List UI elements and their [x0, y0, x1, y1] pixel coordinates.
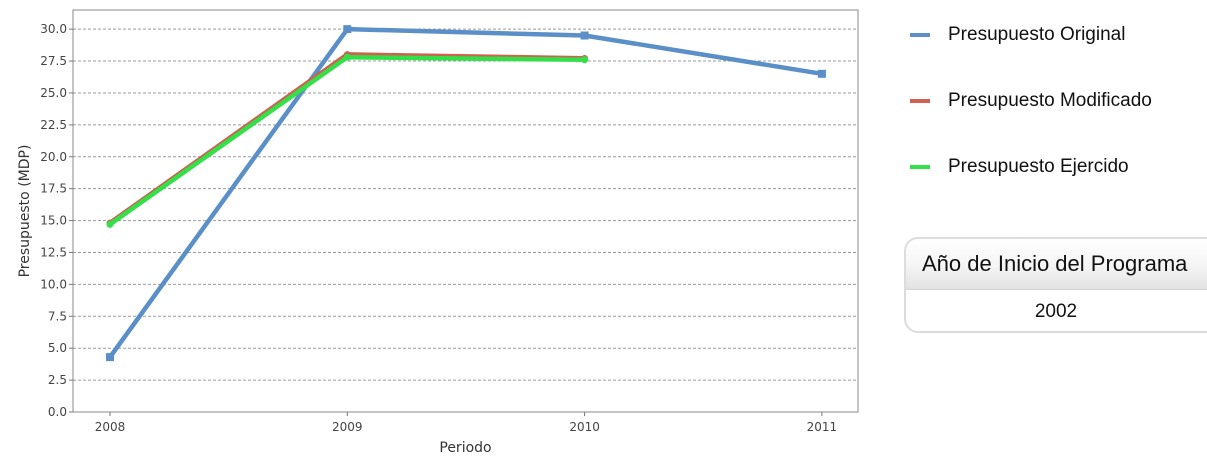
data-point[interactable] — [581, 56, 589, 64]
series-line — [108, 52, 585, 226]
program-start-year-value: 2002 — [1034, 301, 1078, 322]
plot-area — [72, 9, 859, 413]
data-point[interactable] — [343, 53, 351, 61]
grid-lines — [73, 28, 858, 381]
x-tick-label: 2008 — [95, 420, 126, 434]
x-tick-label: 2010 — [569, 420, 600, 434]
y-tick-label: 12.5 — [40, 245, 67, 259]
program-start-year-panel: Año de Inicio del Programa 2002 — [904, 237, 1207, 333]
series-line — [108, 54, 585, 227]
y-tick-label: 7.5 — [48, 309, 67, 323]
x-axis-title: Periodo — [439, 440, 491, 456]
series-2 — [106, 51, 589, 227]
x-tick-label: 2011 — [807, 420, 838, 434]
series-line — [108, 26, 823, 359]
y-tick-label: 20.0 — [40, 150, 67, 164]
y-tick-label: 5.0 — [48, 341, 67, 355]
legend-swatch-original — [910, 33, 930, 37]
line-chart: 0.0 2.5 5.0 7.5 10.0 12.5 15.0 17.5 20.0 22.5 25.0… — [17, 9, 859, 456]
y-tick-label: 10.0 — [40, 277, 67, 291]
series-lines — [106, 25, 826, 362]
data-point[interactable] — [106, 220, 114, 228]
y-tick-label: 2.5 — [48, 373, 67, 387]
y-tick-label: 22.5 — [40, 118, 67, 132]
y-tick-label: 27.5 — [40, 54, 67, 68]
data-point[interactable] — [343, 25, 352, 34]
y-tick-label: 25.0 — [40, 86, 67, 100]
series-1 — [106, 25, 826, 362]
legend-swatch-ejercido — [910, 165, 930, 169]
legend-swatch-modificado — [910, 99, 930, 103]
program-start-year-header: Año de Inicio del Programa — [906, 239, 1207, 290]
legend-item-modificado[interactable]: Presupuesto Modificado — [910, 90, 1152, 112]
y-axis-title: Presupuesto (MDP) — [17, 145, 33, 278]
x-axis-ticks: 2008 2009 2010 2011 — [95, 412, 837, 434]
y-tick-label: 17.5 — [40, 182, 67, 196]
x-tick-label: 2009 — [332, 420, 363, 434]
data-point[interactable] — [580, 31, 589, 40]
series-3 — [106, 53, 589, 228]
y-tick-label: 0.0 — [48, 405, 67, 419]
y-tick-label: 30.0 — [40, 22, 67, 36]
legend-item-original[interactable]: Presupuesto Original — [910, 24, 1152, 46]
legend-label-modificado: Presupuesto Modificado — [948, 90, 1152, 111]
y-tick-label: 15.0 — [40, 214, 67, 228]
y-axis-ticks: 0.0 2.5 5.0 7.5 10.0 12.5 15.0 17.5 20.0 22.5 25.0… — [40, 22, 73, 419]
data-point[interactable] — [106, 353, 114, 362]
legend: Presupuesto Original Presupuesto Modific… — [910, 24, 1152, 222]
legend-label-original: Presupuesto Original — [948, 24, 1126, 45]
data-point[interactable] — [817, 69, 826, 78]
legend-item-ejercido[interactable]: Presupuesto Ejercido — [910, 156, 1152, 178]
legend-label-ejercido: Presupuesto Ejercido — [948, 156, 1129, 177]
